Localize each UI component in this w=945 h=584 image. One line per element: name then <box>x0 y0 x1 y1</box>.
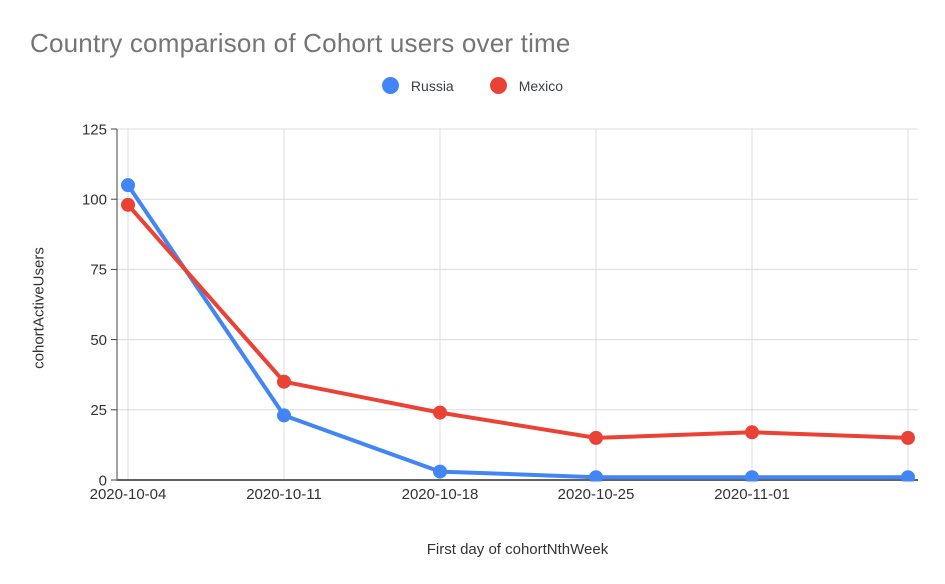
legend-label-mexico: Mexico <box>518 77 564 94</box>
y-tick-label: 50 <box>90 332 107 349</box>
data-point-mexico <box>433 405 447 420</box>
y-tick-label: 75 <box>90 262 107 279</box>
data-point-russia <box>589 470 603 482</box>
data-point-russia <box>433 464 447 479</box>
series-dot-mexico-icon <box>489 77 507 94</box>
y-tick-label: 0 <box>99 472 107 489</box>
series-line-russia <box>126 183 910 480</box>
x-tick-label: 2020-11-01 <box>714 486 790 503</box>
x-tick-label: 2020-10-18 <box>402 486 479 503</box>
y-tick-label: 100 <box>82 191 107 208</box>
data-point-russia <box>121 178 135 193</box>
chart-legend: Russia Mexico <box>0 77 945 94</box>
y-tick-label: 125 <box>82 121 107 138</box>
legend-item-mexico[interactable]: Mexico <box>489 77 564 94</box>
data-point-russia <box>901 470 915 482</box>
legend-label-russia: Russia <box>410 77 454 94</box>
data-point-mexico <box>745 425 759 440</box>
chart-title: Country comparison of Cohort users over … <box>30 28 571 58</box>
x-tick-label: 2020-10-11 <box>246 486 322 503</box>
data-point-mexico <box>901 430 915 445</box>
y-tick-label: 25 <box>90 402 107 419</box>
data-point-mexico <box>589 430 603 445</box>
data-point-mexico <box>121 197 135 212</box>
data-point-mexico <box>277 374 291 389</box>
x-axis-title: First day of cohortNthWeek <box>426 541 609 558</box>
x-tick-label: 2020-10-25 <box>558 486 635 503</box>
series-dot-russia-icon <box>381 77 399 94</box>
data-point-russia <box>277 408 291 423</box>
series-group <box>121 178 915 482</box>
legend-item-russia[interactable]: Russia <box>381 77 454 94</box>
x-tick-label: 2020-10-04 <box>90 486 167 503</box>
data-point-russia <box>745 470 759 482</box>
series-line-mexico <box>126 202 910 440</box>
